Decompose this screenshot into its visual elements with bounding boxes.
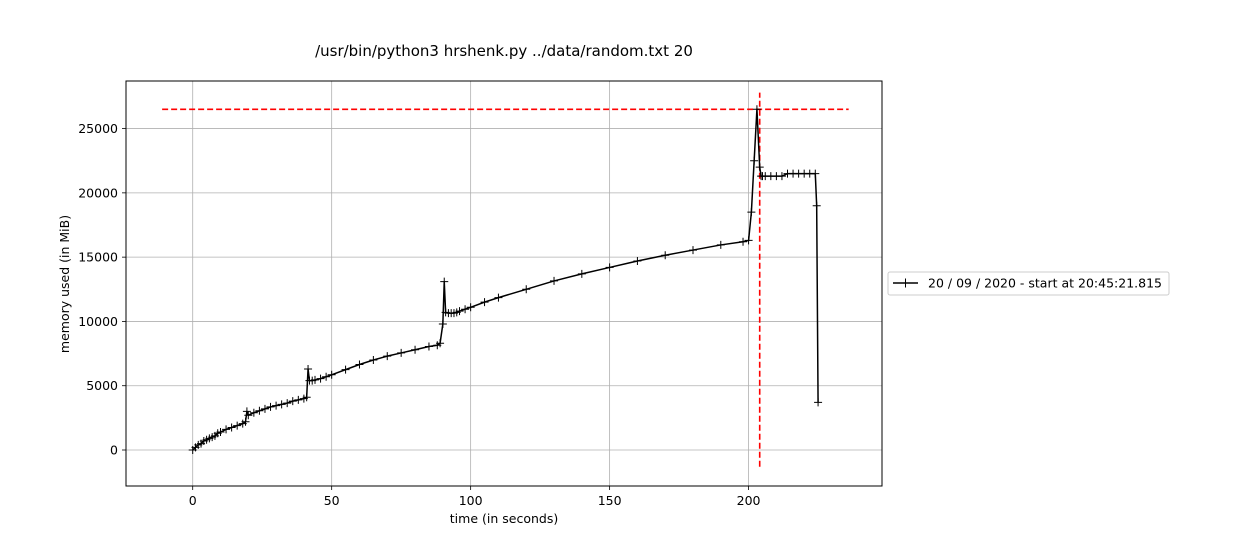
legend-frame — [887, 271, 1170, 296]
data-point — [241, 417, 250, 426]
y-axis-label: memory used (in MiB) — [57, 215, 72, 353]
data-point — [577, 269, 586, 278]
data-point — [494, 293, 503, 302]
data-point — [466, 303, 475, 312]
data-point — [304, 365, 313, 373]
data-point — [266, 402, 275, 411]
y-axis-ticks: 0 5000 10000 15000 20000 25000 — [78, 121, 126, 458]
legend-marker-plus-icon — [901, 278, 910, 288]
data-point — [424, 342, 433, 351]
y-tick-label: 25000 — [78, 121, 118, 136]
data-point — [322, 372, 331, 381]
legend: 20 / 09 / 2020 - start at 20:45:21.815 — [887, 271, 1170, 296]
data-point — [288, 397, 297, 406]
data-point — [216, 428, 225, 436]
data-point — [750, 156, 759, 165]
data-point — [755, 163, 764, 172]
grid — [126, 81, 882, 486]
data-point — [222, 425, 231, 434]
data-point — [436, 339, 445, 348]
y-tick-label: 10000 — [78, 314, 118, 329]
data-point — [249, 408, 258, 417]
data-point — [522, 285, 531, 294]
data-point — [369, 356, 378, 364]
data-point — [255, 406, 264, 415]
data-point — [739, 237, 748, 246]
data-point — [316, 374, 325, 383]
data-point — [283, 399, 292, 408]
data-point — [814, 398, 823, 407]
data-point — [438, 320, 447, 328]
data-point — [455, 307, 464, 316]
x-tick-label: 100 — [459, 493, 483, 508]
data-point — [311, 375, 319, 384]
x-tick-label: 0 — [189, 493, 197, 508]
data-point — [272, 401, 281, 410]
data-point — [689, 246, 697, 255]
data-point — [480, 298, 489, 307]
data-point — [461, 305, 470, 314]
x-tick-label: 50 — [324, 493, 340, 508]
y-tick-label: 20000 — [78, 185, 118, 200]
x-axis-ticks: 0 50 100 150 200 — [189, 486, 761, 508]
data-point — [341, 365, 350, 374]
chart-title: /usr/bin/python3 hrshenk.py ../data/rand… — [315, 42, 693, 60]
data-point — [302, 393, 311, 402]
y-tick-label: 0 — [110, 443, 118, 458]
data-point — [440, 277, 449, 286]
data-point — [812, 201, 821, 210]
series-line — [192, 108, 819, 451]
data-point — [383, 352, 392, 361]
data-point — [747, 208, 756, 217]
data-point — [233, 421, 242, 430]
data-point — [661, 251, 670, 260]
data-point — [327, 370, 336, 379]
data-point — [716, 240, 725, 249]
data-point — [260, 404, 269, 413]
y-tick-label: 5000 — [86, 378, 118, 393]
data-point — [277, 400, 286, 409]
data-point — [605, 263, 614, 272]
x-tick-label: 200 — [737, 493, 761, 508]
x-tick-label: 150 — [598, 493, 622, 508]
data-point — [355, 360, 364, 369]
y-tick-label: 15000 — [78, 250, 118, 265]
legend-entry-label: 20 / 09 / 2020 - start at 20:45:21.815 — [928, 276, 1162, 291]
data-point — [244, 411, 253, 420]
data-point — [397, 348, 406, 357]
data-point — [752, 105, 761, 114]
data-point — [550, 276, 559, 285]
data-point — [242, 407, 251, 416]
data-point — [744, 236, 753, 245]
data-point — [227, 423, 236, 432]
plot-frame — [125, 80, 883, 487]
data-point — [811, 169, 820, 178]
x-axis-label: time (in seconds) — [450, 511, 558, 526]
data-point — [294, 395, 303, 404]
series-layer — [188, 105, 823, 454]
data-point — [411, 345, 420, 354]
data-point — [777, 172, 786, 181]
data-point — [633, 257, 642, 265]
